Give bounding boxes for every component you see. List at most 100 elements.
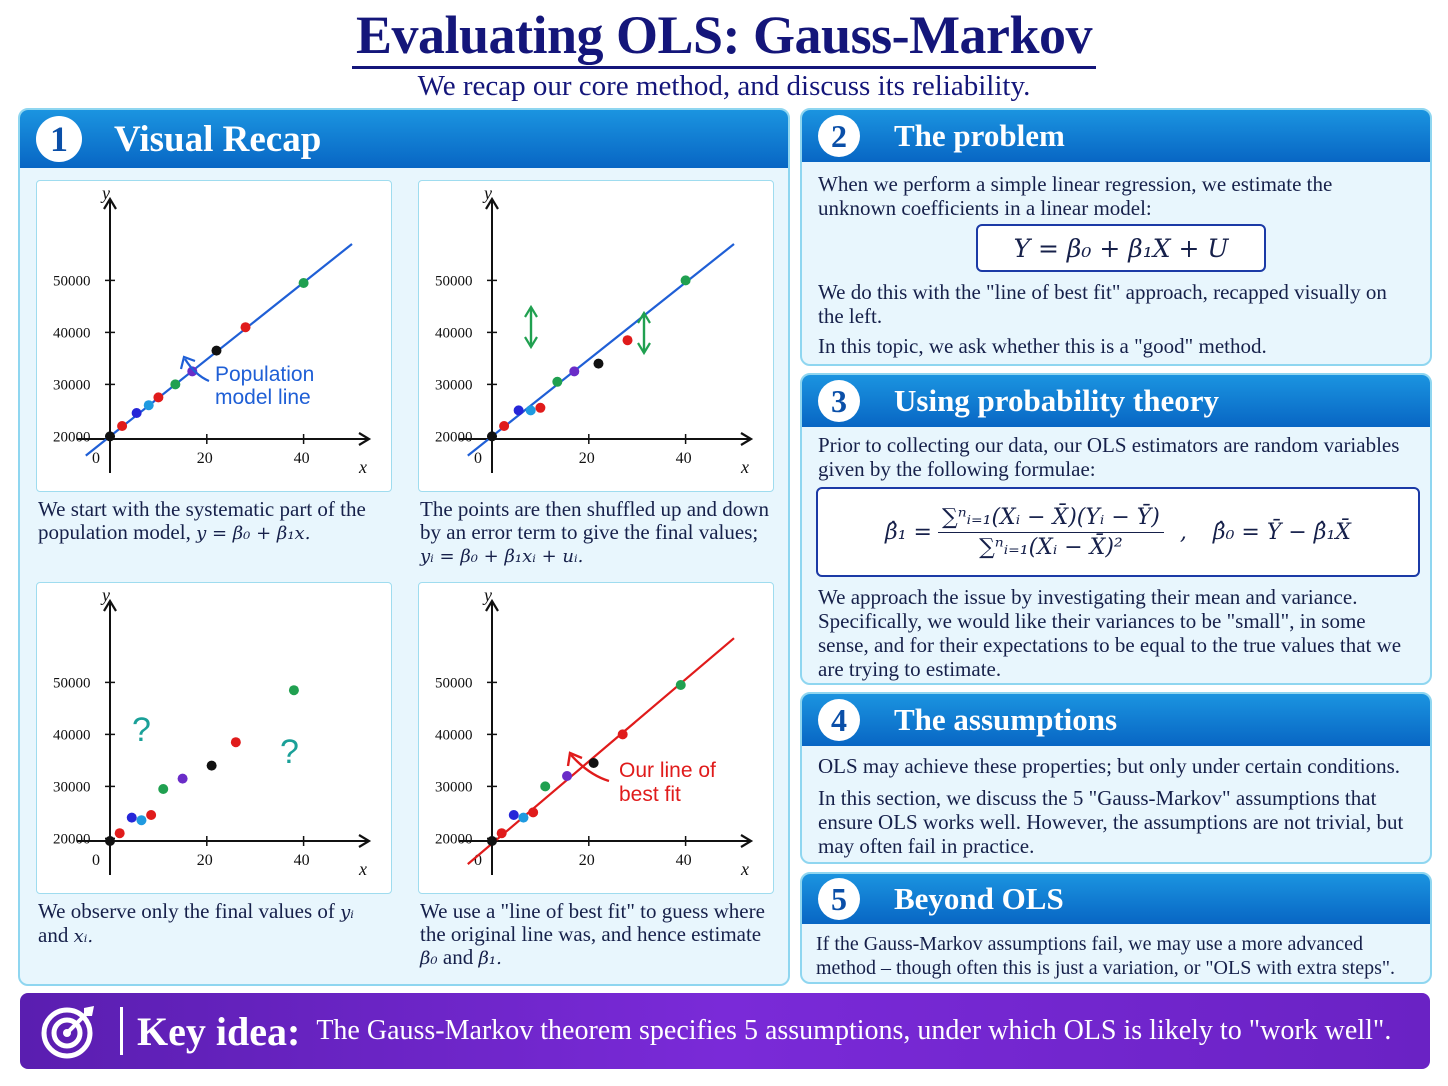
section-5-text-1: If the Gauss-Markov assumptions fail, we… xyxy=(816,933,1396,979)
formula-separator: , xyxy=(1179,519,1187,545)
section-number-badge: 3 xyxy=(818,380,860,422)
section-5-header: 5 Beyond OLS xyxy=(802,874,1430,924)
caption-3: We observe only the final values of yᵢ a… xyxy=(38,900,388,948)
data-point xyxy=(114,828,125,839)
key-idea-banner: Key idea: The Gauss-Markov theorem speci… xyxy=(20,993,1430,1069)
y-tick-label: 20000 xyxy=(435,831,473,847)
x-axis-label: x xyxy=(358,859,367,879)
section-2-header: 2 The problem xyxy=(802,110,1430,162)
y-tick-label: 50000 xyxy=(435,273,473,289)
x-axis-arrow xyxy=(358,834,372,848)
y-axis-label: y xyxy=(100,183,110,203)
section-assumptions: 4 The assumptions OLS may achieve these … xyxy=(800,692,1432,864)
caption-4-math-b0: β₀ xyxy=(420,948,438,969)
section-visual-recap: 1 Visual Recap y x 0 20 40 20000 30000 40000 500… xyxy=(18,108,790,986)
key-idea-divider xyxy=(120,1007,123,1055)
data-point xyxy=(617,729,628,740)
error-arrow-head-up xyxy=(524,304,538,318)
x-axis-label: x xyxy=(358,457,367,477)
x-tick-label: 40 xyxy=(294,852,310,869)
y-tick-label: 20000 xyxy=(435,429,473,445)
caption-1: We start with the systematic part of the… xyxy=(38,498,388,545)
section-4-header: 4 The assumptions xyxy=(802,694,1430,746)
beta0-hat-formula: β̂₀ = Ȳ − β̂₁X̄ xyxy=(1212,519,1351,545)
y-axis-label: y xyxy=(482,183,492,203)
x-axis-arrow xyxy=(740,834,754,848)
x-tick-label: 0 xyxy=(92,450,100,467)
y-tick-label: 30000 xyxy=(53,779,91,795)
section-2-text-3: In this topic, we ask whether this is a … xyxy=(818,334,1267,358)
data-point xyxy=(136,815,147,826)
annotation-arrow-head xyxy=(179,355,196,370)
data-point xyxy=(622,335,633,346)
x-tick-label: 20 xyxy=(579,852,595,869)
key-idea-text: The Gauss-Markov theorem specifies 5 ass… xyxy=(316,1015,1392,1046)
page-title: Evaluating OLS: Gauss-Markov xyxy=(351,4,1097,69)
y-axis-arrow xyxy=(103,598,117,612)
x-tick-label: 0 xyxy=(474,852,482,869)
x-tick-label: 20 xyxy=(579,450,595,467)
x-axis-label: x xyxy=(740,457,749,477)
section-4-text-2: In this section, we discuss the 5 "Gauss… xyxy=(818,786,1404,858)
data-point xyxy=(298,278,309,288)
chart-with-errors: y x 0 20 40 20000 30000 40000 50000 xyxy=(418,180,774,492)
section-problem: 2 The problem When we perform a simple l… xyxy=(800,108,1432,366)
x-tick-label: 0 xyxy=(92,852,100,869)
section-2-title: The problem xyxy=(894,118,1065,153)
target-icon xyxy=(40,1002,98,1060)
y-tick-label: 30000 xyxy=(53,377,91,393)
caption-1-math: y = β₀ + β₁x. xyxy=(196,523,311,544)
data-point xyxy=(487,431,497,442)
section-3-title: Using probability theory xyxy=(894,383,1219,418)
data-point xyxy=(562,771,573,781)
best-fit-label-2: best fit xyxy=(619,783,681,806)
page-subtitle: We recap our core method, and discuss it… xyxy=(417,70,1031,102)
caption-4-and: and xyxy=(442,945,474,969)
x-axis-arrow xyxy=(358,432,372,446)
x-tick-label: 40 xyxy=(676,852,692,869)
x-tick-label: 20 xyxy=(197,450,213,467)
best-fit-arrow-head xyxy=(566,751,583,767)
section-3-text-2: We approach the issue by investigating t… xyxy=(818,585,1402,681)
x-tick-label: 20 xyxy=(197,852,213,869)
y-axis-arrow xyxy=(485,598,499,612)
caption-3-and: and xyxy=(38,923,69,947)
data-point xyxy=(499,421,510,431)
y-axis-label: y xyxy=(100,585,110,605)
data-point xyxy=(508,810,519,820)
annotation-arrow xyxy=(184,358,210,383)
data-point xyxy=(593,358,604,369)
y-tick-label: 40000 xyxy=(435,325,473,341)
data-point xyxy=(525,405,536,416)
data-point xyxy=(680,275,691,286)
y-tick-label: 20000 xyxy=(53,429,91,445)
caption-3-text: We observe only the final values of xyxy=(38,899,335,923)
x-axis-label: x xyxy=(740,859,749,879)
best-fit-label-1: Our line of xyxy=(619,759,716,782)
key-idea-label: Key idea: xyxy=(137,1008,301,1054)
chart-best-fit: y x 0 20 40 20000 30000 40000 50000 Our line of be… xyxy=(418,582,774,894)
chart-population-line: y x 0 20 40 20000 30000 40000 50000 Population mod… xyxy=(36,180,392,492)
section-number-badge: 1 xyxy=(36,116,82,162)
ols-estimator-formulae: β̂₁ = ∑ⁿᵢ₌₁(Xᵢ − X̄)(Yᵢ − Ȳ) ∑ⁿᵢ₌₁(Xᵢ − … xyxy=(816,487,1420,577)
caption-4-math-b1: β₁. xyxy=(478,948,502,969)
section-probability-theory: 3 Using probability theory Prior to coll… xyxy=(800,373,1432,685)
data-point xyxy=(588,758,599,768)
error-arrow-head-down xyxy=(524,336,538,350)
x-tick-label: 40 xyxy=(294,450,310,467)
error-arrow-head-up xyxy=(637,310,651,324)
caption-1-text: We start with the systematic part of the… xyxy=(38,497,366,544)
y-axis-label: y xyxy=(482,585,492,605)
caption-3-math-y: yᵢ xyxy=(340,902,354,923)
y-axis-arrow xyxy=(485,196,499,210)
data-point xyxy=(105,836,115,846)
y-tick-label: 30000 xyxy=(435,779,473,795)
population-line-label-2: model line xyxy=(215,386,311,409)
data-point xyxy=(153,392,164,403)
y-tick-label: 50000 xyxy=(435,675,473,691)
y-tick-label: 40000 xyxy=(53,727,91,743)
section-number-badge: 4 xyxy=(818,699,860,741)
beta1-fraction: ∑ⁿᵢ₌₁(Xᵢ − X̄)(Yᵢ − Ȳ) ∑ⁿᵢ₌₁(Xᵢ − X̄)² xyxy=(937,505,1164,560)
section-2-text-2: We do this with the "line of best fit" a… xyxy=(818,280,1387,328)
data-point xyxy=(487,836,497,846)
